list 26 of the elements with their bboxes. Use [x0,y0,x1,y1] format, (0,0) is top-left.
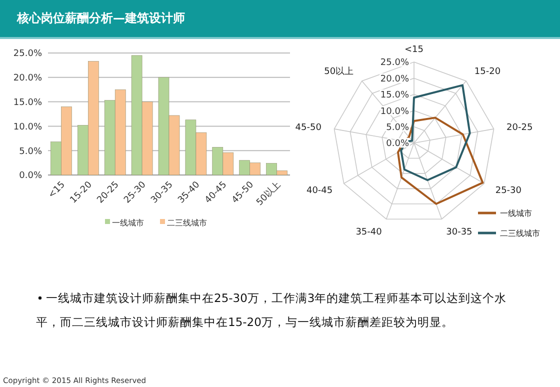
legend-label: 二三线城市 [500,228,540,238]
spoke-label: 35-40 [356,227,382,238]
x-tick-label: 50以上 [254,179,283,208]
spoke-label: 20-25 [506,122,533,133]
spoke-label: 50以上 [324,66,354,78]
legend-label: 二三线城市 [167,218,207,228]
y-tick-label: 0.0% [19,171,42,182]
y-tick-label: 25.0% [13,49,42,60]
y-tick-label: 15.0% [380,90,410,101]
spoke-label: 30-35 [446,227,472,238]
legend-label: 一线城市 [112,218,144,228]
spoke-label: <15 [404,45,424,56]
y-tick-label: 10.0% [380,106,410,117]
y-tick-label: 5.0% [386,122,410,133]
chart-title: 核心岗位薪酬分析—建筑设计师 [16,11,185,25]
y-tick-label: 10.0% [13,122,42,132]
y-tick-label: 25.0% [380,58,410,68]
y-tick-label: 5.0% [19,146,42,157]
y-tick-label: 20.0% [13,74,42,84]
legend-label: 一线城市 [500,208,532,218]
x-tick-label: <15 [46,180,68,201]
spoke-label: 45-50 [295,122,322,133]
spoke-label: 15-20 [474,67,501,78]
text: 一线城市建筑设计师薪酬集中在25-30万，工作满3年的建筑工程师基本可以达到这个水平，而二三线城市设计师薪酬集中在15-20万，与一线城市薪酬差距较为明显。 [36,290,508,331]
y-tick-label: 20.0% [380,74,410,84]
y-tick-label: 15.0% [13,98,42,108]
